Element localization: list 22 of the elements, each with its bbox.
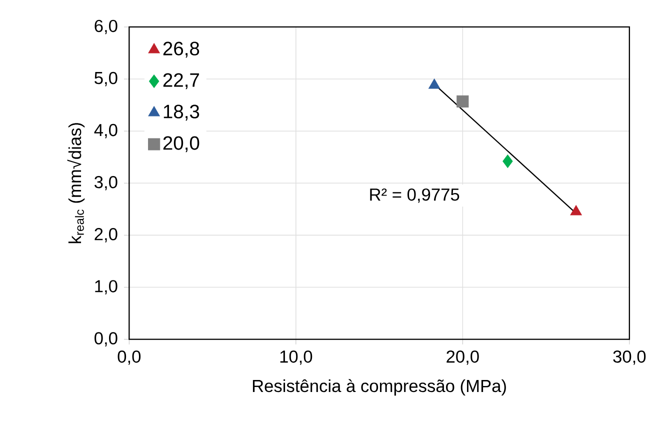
x-tick-label: 0,0	[118, 350, 141, 365]
x-tick-label: 10,0	[280, 350, 312, 365]
legend-label: 26,8	[163, 42, 200, 58]
x-tick-label: 30,0	[613, 350, 646, 365]
y-tick-label: 0,0	[94, 332, 118, 346]
annotation: R² = 0,9775	[370, 188, 460, 203]
y-tick-label: 6,0	[94, 20, 118, 34]
point	[502, 154, 513, 168]
x-axis-title: Resistência à compressão (MPa)	[252, 379, 506, 396]
legend-label: 22,7	[163, 73, 199, 90]
y-tick-label: 5,0	[94, 72, 118, 86]
point	[570, 205, 582, 216]
y-tick-label: 2,0	[94, 228, 118, 242]
y-tick-label: 4,0	[94, 124, 118, 138]
point	[428, 78, 440, 89]
y-tick-label: 1,0	[95, 280, 118, 294]
legend-label: 20,0	[163, 136, 200, 152]
point	[456, 95, 469, 108]
legend-label: 18,3	[164, 104, 200, 121]
y-tick-label: 3,0	[94, 176, 118, 190]
y-axis-title: k$_{realc}$ (mm√dias)	[67, 123, 85, 244]
x-tick-label: 20,0	[446, 350, 479, 365]
